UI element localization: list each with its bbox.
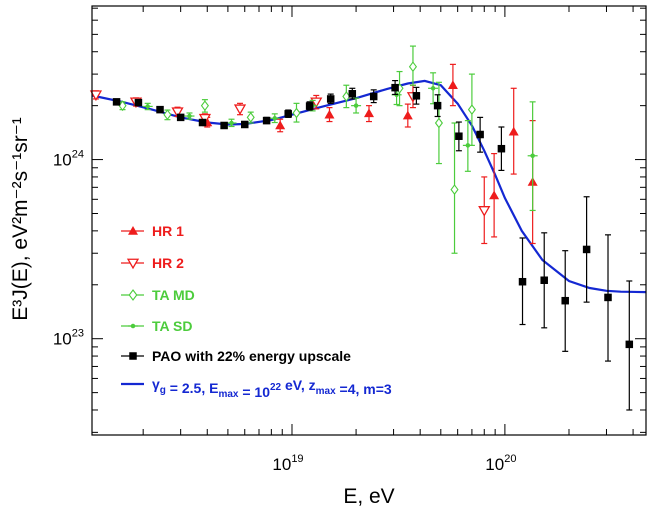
data-point: [89, 90, 103, 102]
model-curve: [91, 79, 647, 294]
legend-marker: [128, 289, 138, 301]
x-tick-label-exponent: 19: [291, 453, 303, 465]
legend-marker: [126, 258, 140, 270]
y-axis-title: E³J(E), eV²m⁻²s⁻¹sr⁻¹: [9, 117, 32, 321]
axis-ticks-layer: [92, 6, 646, 435]
data-point: [176, 113, 185, 122]
legend-label: HR 2: [152, 255, 184, 271]
y-tick-label-exponent: 24: [72, 149, 84, 161]
data-point: [540, 276, 548, 284]
data-point: [364, 108, 374, 118]
data-point: [402, 110, 413, 120]
data-point: [156, 105, 164, 114]
data-point: [604, 293, 612, 302]
legend-label: PAO with 22% energy upscale: [152, 348, 351, 364]
y-tick-label-base: 10: [53, 151, 72, 170]
x-tick-label-base: 10: [485, 455, 504, 474]
data-point: [233, 104, 247, 116]
data-point: [467, 104, 476, 116]
x-tick-label-base: 10: [272, 455, 291, 474]
data-point: [292, 107, 301, 119]
data-point: [412, 92, 421, 100]
data-point: [163, 109, 172, 121]
y-tick-label: 1024: [53, 149, 84, 170]
data-point: [134, 98, 143, 107]
legend-label-part: max: [316, 386, 336, 397]
data-point: [582, 245, 591, 254]
y-tick-label: 1023: [53, 328, 84, 349]
legend-label: γg = 2.5, Emax = 1022 eV, zmax =4, m=3: [152, 376, 392, 400]
x-tick-label: 1020: [485, 453, 516, 474]
data-point: [326, 95, 335, 103]
x-tick-label: 1019: [272, 453, 303, 474]
data-point: [198, 118, 207, 127]
legend-label-part: eV, z: [281, 377, 316, 393]
data-point: [476, 130, 484, 139]
legend-label-part: =4, m=3: [336, 381, 392, 397]
series-ta-md: [118, 45, 476, 254]
legend-marker: [129, 352, 137, 360]
data-point: [408, 61, 418, 73]
data-point: [561, 296, 569, 305]
plot-frame: [91, 5, 647, 436]
data-point: [246, 111, 255, 123]
y-tick-label-exponent: 23: [72, 328, 84, 340]
data-point: [200, 100, 209, 112]
legend-label-part: = 10: [238, 384, 270, 400]
data-point: [241, 120, 249, 129]
data-point: [391, 83, 399, 92]
legend-label-part: max: [218, 389, 238, 400]
x-axis-title: E, eV: [343, 485, 394, 508]
data-point: [220, 121, 228, 130]
data-point: [324, 109, 335, 119]
data-point: [518, 277, 527, 286]
data-point: [447, 80, 458, 89]
data-point: [275, 120, 286, 130]
legend-label-part: γ: [152, 376, 160, 392]
legend-label: TA SD: [152, 318, 192, 334]
legend-label-part: g: [160, 385, 166, 396]
data-point: [455, 132, 463, 140]
model-curve-layer: [91, 79, 647, 294]
data-point: [284, 110, 292, 118]
series-pao-with-22-energy-upscale: [112, 79, 634, 411]
data-point: [434, 117, 443, 129]
data-point: [450, 184, 459, 195]
data-point: [112, 98, 121, 106]
x-tick-label-exponent: 20: [504, 453, 516, 465]
data-point: [625, 340, 634, 349]
legend-label-part: = 2.5, E: [166, 380, 219, 396]
data-point: [305, 102, 314, 110]
data-point: [508, 126, 519, 136]
data-point: [497, 144, 506, 153]
data-point: [171, 107, 184, 119]
data-points-layer: [89, 45, 634, 411]
data-point: [369, 92, 378, 101]
legend: HR 1 HR 2 TA MD TA SD PAO with 22% energy up…: [121, 223, 392, 400]
data-point: [489, 190, 500, 200]
legend-marker: [128, 226, 138, 235]
data-point: [433, 101, 442, 110]
data-point: [262, 116, 271, 125]
legend-label: TA MD: [152, 287, 195, 303]
legend-label: HR 1: [152, 223, 184, 239]
data-point: [478, 206, 491, 217]
y-tick-label-base: 10: [53, 330, 72, 349]
legend-label-part: 22: [270, 382, 282, 393]
data-point: [348, 90, 357, 98]
